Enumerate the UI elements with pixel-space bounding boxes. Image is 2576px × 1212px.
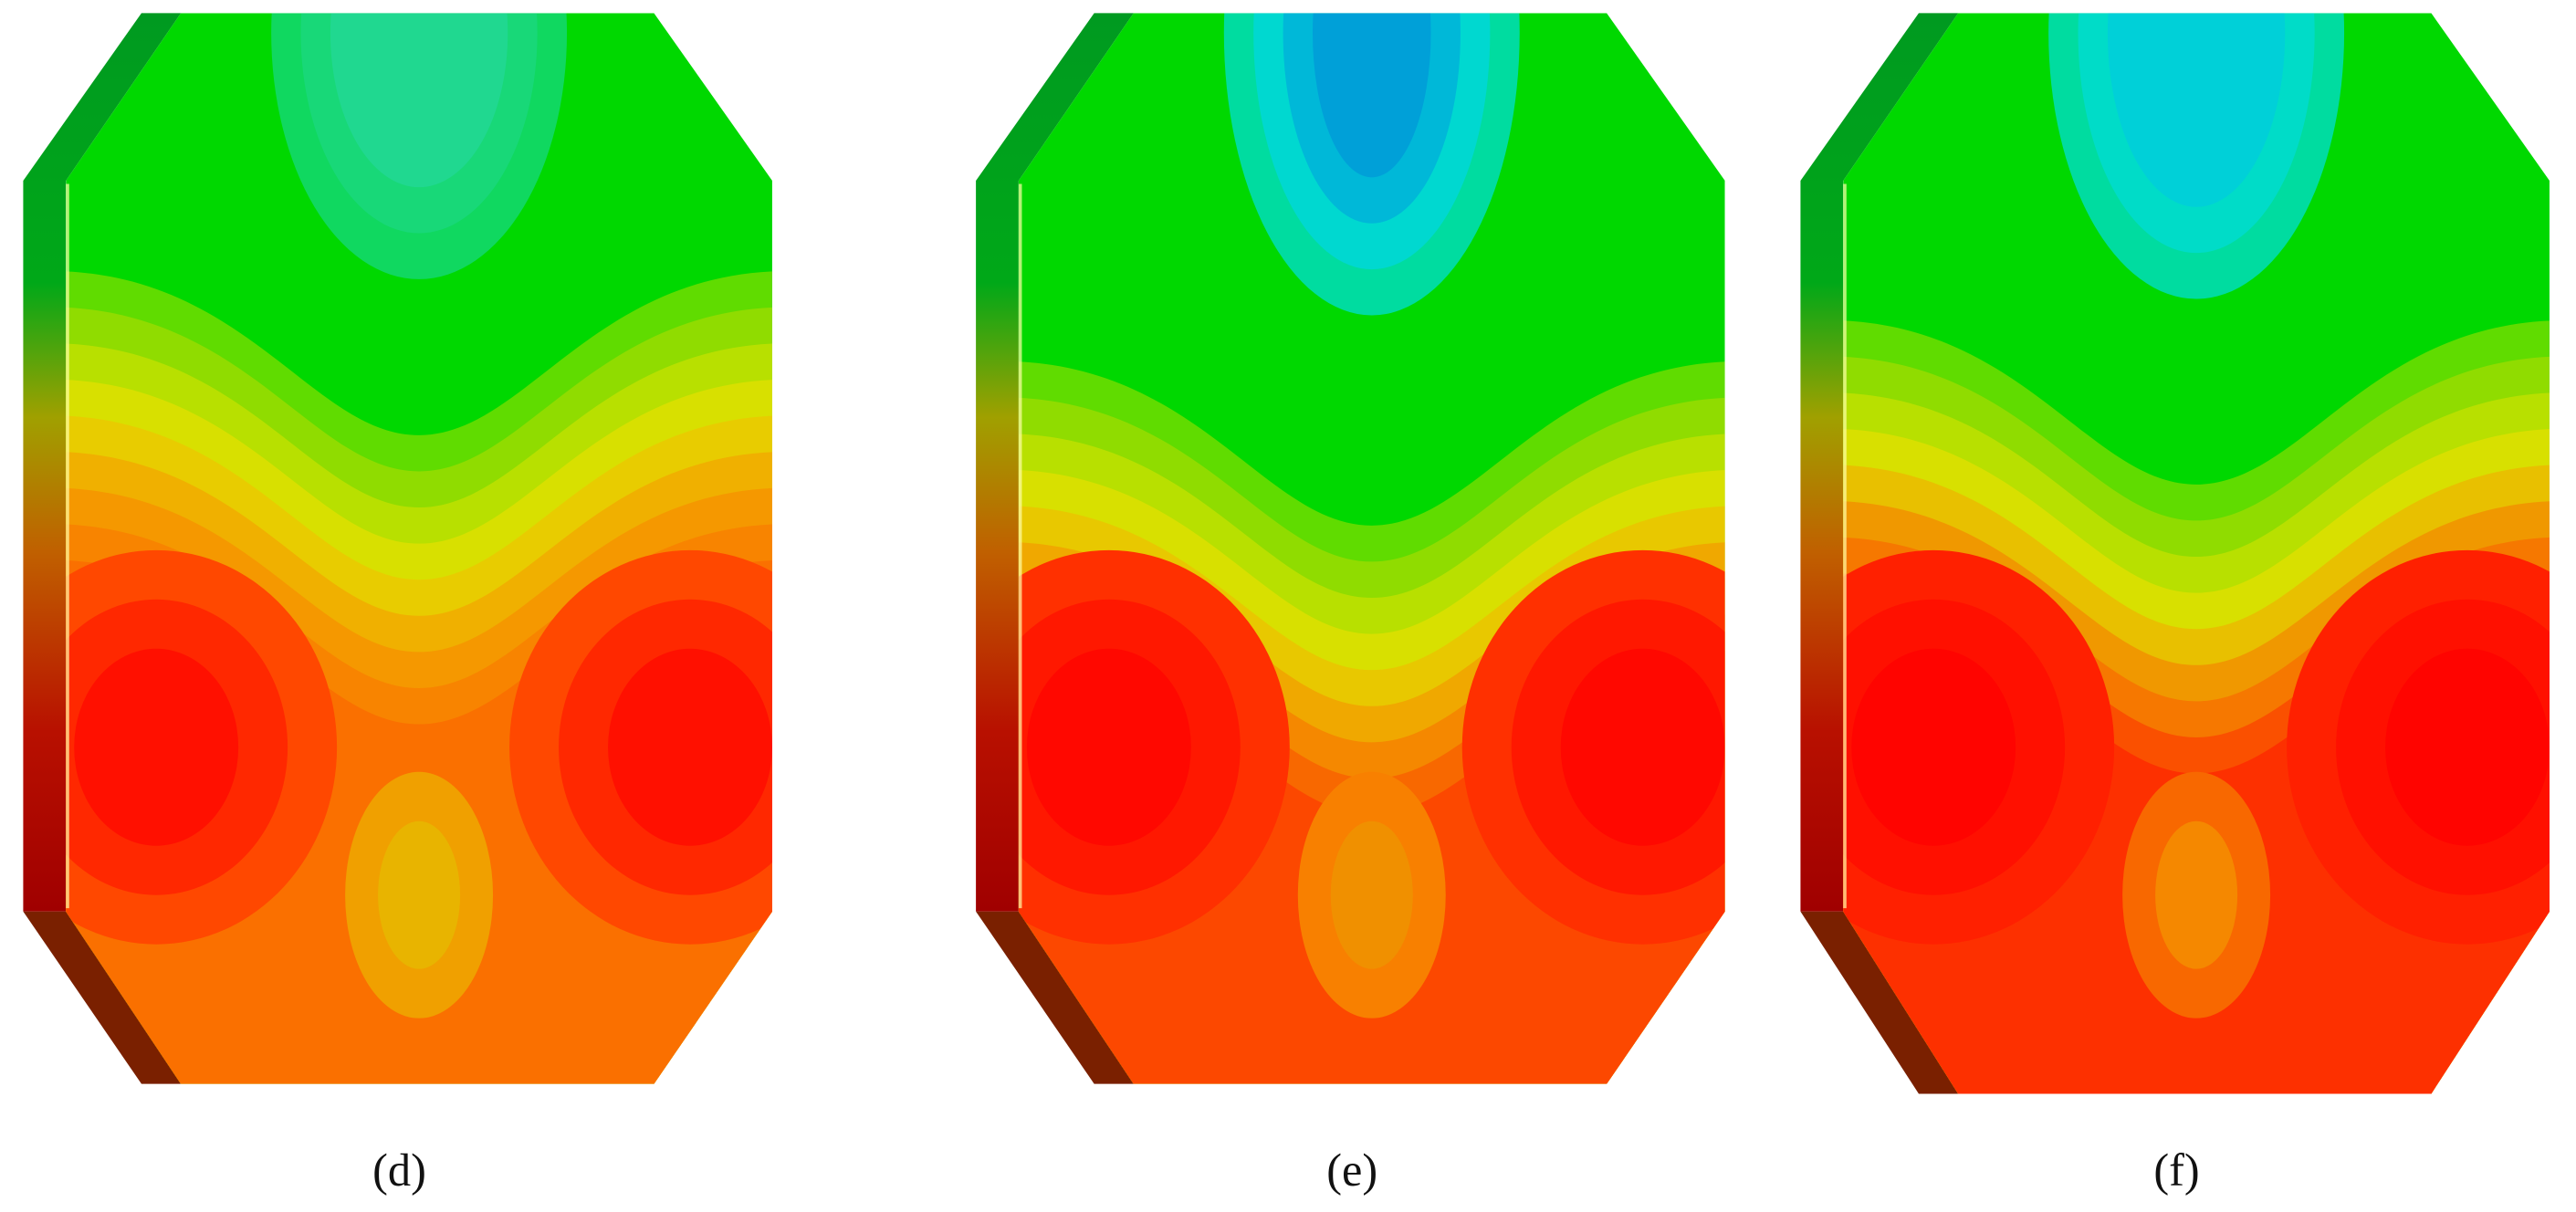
side-face xyxy=(976,13,1134,912)
contour-panel xyxy=(23,13,772,1084)
front-face xyxy=(1843,13,2550,1094)
contour-band xyxy=(2155,820,2238,969)
bottom-face xyxy=(23,911,182,1084)
side-face xyxy=(1800,13,1959,912)
contour-band xyxy=(1026,648,1191,846)
contour-band xyxy=(1851,648,2016,846)
panel-label: (e) xyxy=(1326,1144,1377,1196)
contour-band xyxy=(1560,648,1725,846)
bottom-face xyxy=(976,911,1134,1084)
side-face xyxy=(23,13,182,912)
contour-band xyxy=(1312,13,1431,178)
contour-band xyxy=(608,648,772,846)
front-face xyxy=(1018,13,1725,1084)
panel-label: (d) xyxy=(372,1144,426,1196)
panel-label: (f) xyxy=(2153,1144,2199,1196)
contour-band xyxy=(2385,648,2550,846)
bottom-face xyxy=(1800,911,1959,1094)
contour-band xyxy=(330,13,508,188)
contour-band xyxy=(1330,820,1413,969)
contour-band xyxy=(74,648,239,846)
contour-panel xyxy=(1800,13,2550,1094)
contour-panel xyxy=(976,13,1725,1084)
contour-band xyxy=(378,820,461,969)
contour-band xyxy=(2107,13,2286,207)
front-face xyxy=(66,13,772,1084)
